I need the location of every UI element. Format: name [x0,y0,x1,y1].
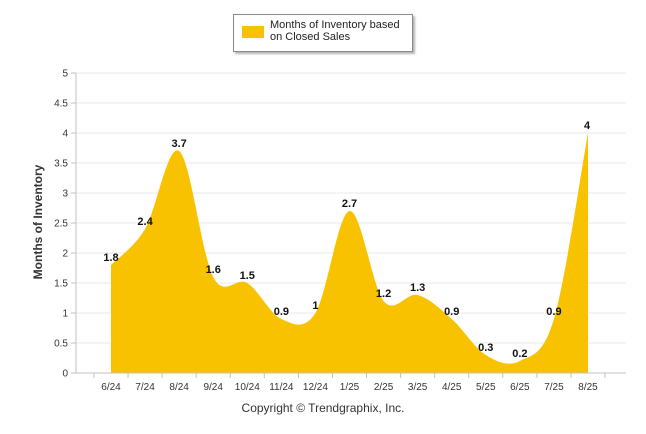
x-tick-label: 3/25 [408,382,428,393]
x-tick-label: 7/25 [544,382,564,393]
x-tick-label: 6/24 [101,382,121,393]
copyright-text: Copyright © Trendgraphix, Inc. [241,401,405,415]
y-tick-label: 0 [62,369,68,380]
data-label: 0.2 [512,348,527,360]
x-tick-label: 8/24 [169,382,189,393]
x-tick-label: 8/25 [578,382,598,393]
data-label: 1.3 [410,282,425,294]
y-tick-label: 1.5 [54,279,68,290]
data-label: 1 [312,300,318,312]
data-label: 1.6 [206,264,221,276]
x-tick-label: 5/25 [476,382,496,393]
y-tick-label: 1 [62,309,68,320]
x-axis: 6/24 7/24 8/24 9/24 10/24 11/24 12/24 1/25 2/25 3… [76,372,626,393]
x-tick-label: 11/24 [269,382,294,393]
legend: Months of Inventory based on Closed Sale… [233,14,413,52]
data-label: 1.5 [240,270,255,282]
y-tick-label: 2 [62,249,68,260]
y-tick-label: 4.5 [54,99,68,110]
y-tick-label: 5 [62,69,68,80]
data-label: 2.4 [137,216,153,228]
data-label: 1.8 [103,252,118,264]
legend-label: Months of Inventory based on Closed Sale… [270,19,400,43]
x-tick-label: 9/24 [203,382,223,393]
x-tick-label: 4/25 [442,382,462,393]
y-tick-label: 4 [62,129,68,140]
x-tick-label: 1/25 [340,382,360,393]
data-label: 0.3 [478,342,493,354]
data-labels: 1.8 2.4 3.7 1.6 1.5 0.9 1 2.7 1.2 1.3 0.9 0.3 0.2 0.9… [103,120,591,360]
x-tick-label: 2/25 [374,382,394,393]
legend-swatch [242,26,264,38]
y-tick-label: 0.5 [54,339,68,350]
x-tick-label: 10/24 [235,382,260,393]
y-tick-label: 3.5 [54,159,68,170]
data-label: 0.9 [444,306,459,318]
data-label: 1.2 [376,288,391,300]
y-axis-ticks: 0 0.5 1 1.5 2 2.5 3 3.5 4 4.5 5 [54,69,77,380]
data-label: 0.9 [546,306,561,318]
y-tick-label: 3 [62,189,68,200]
data-label: 0.9 [274,306,289,318]
y-tick-label: 2.5 [54,219,68,230]
data-label: 4 [584,120,591,132]
x-tick-label: 12/24 [303,382,328,393]
data-label: 2.7 [342,198,357,210]
x-tick-label: 7/24 [135,382,155,393]
x-tick-label: 6/25 [510,382,530,393]
y-axis-title: Months of Inventory [31,164,45,280]
area-series [111,133,588,373]
data-label: 3.7 [171,138,186,150]
